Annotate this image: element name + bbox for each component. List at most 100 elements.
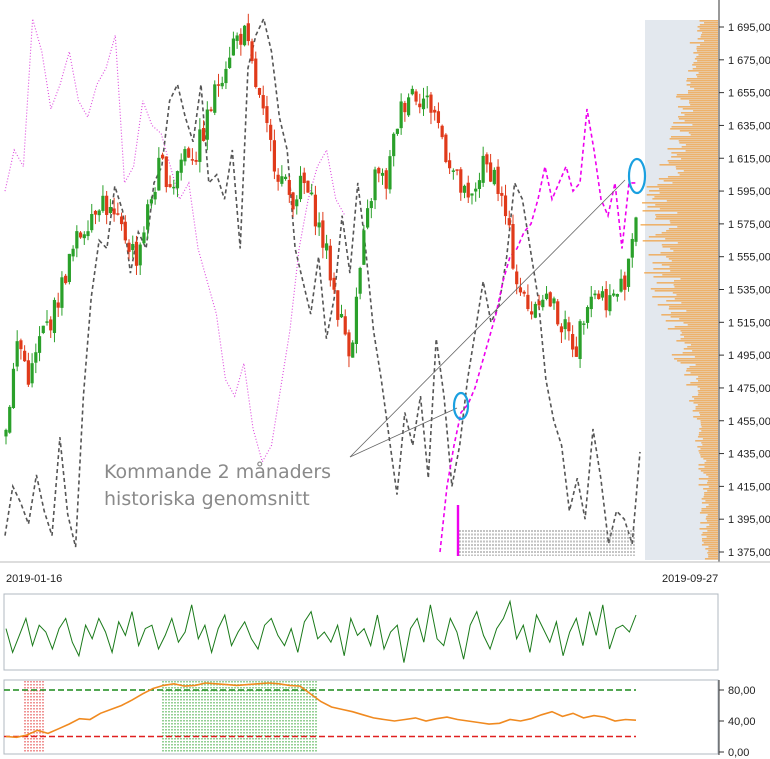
volume-profile-bar [699,452,718,454]
volume-profile-bar [684,374,718,376]
candle-body [597,293,601,299]
y-tick-label: 1 655,00 [728,88,770,100]
volume-profile-bar [698,478,718,480]
y-tick-label: 1 595,00 [728,186,770,198]
candle-body [112,208,116,215]
y-tick-label: 1 395,00 [728,514,770,526]
candle-body [283,176,288,180]
volume-profile-bar [679,130,718,132]
volume-profile-bar [689,366,718,368]
candle-body [634,217,638,242]
candle-body [138,244,142,266]
volume-profile-bar [671,152,718,154]
volume-profile-bar [675,166,718,168]
candle-body [462,185,467,193]
candle-body [183,149,187,162]
volume-profile-bar [707,482,718,484]
volume-profile-bar [642,202,718,204]
volume-profile-bar [653,276,718,278]
candle-body [559,326,564,333]
volume-profile-bar [699,28,718,30]
candle-body [164,156,168,188]
candle-body [395,128,400,134]
volume-profile-bar [702,32,718,34]
candle-body [250,41,254,62]
volume-profile-bar [671,354,718,356]
volume-profile-bar [668,308,718,310]
volume-profile-bar [678,140,718,142]
volume-profile-bar [640,224,718,226]
y-tick-label: 1 435,00 [728,449,770,461]
volume-profile-bar [704,40,718,42]
volume-profile-bar [708,550,718,552]
candle-body [328,245,332,281]
volume-profile-bar [674,358,718,360]
volume-profile-bar [697,386,718,388]
candle-body [8,406,12,433]
volume-profile-bar [704,494,718,496]
volume-profile-bar [681,302,718,304]
candle-body [481,155,485,183]
candle-body [548,292,552,307]
volume-profile-bar [708,504,718,506]
volume-profile-bar [666,230,718,232]
highlight-circle-left [452,391,470,421]
volume-profile-bar [698,54,718,56]
volume-profile-bar [701,510,718,512]
volume-profile-bar [690,82,718,84]
volume-profile-bar [676,340,718,342]
candle-body [287,179,291,195]
volume-profile-bar [692,68,718,70]
y-tick-label: 1 615,00 [728,153,770,165]
volume-profile-bar [684,120,718,122]
candle-body [623,275,627,290]
pink-dotted-path [4,18,346,464]
volume-profile-bar [698,468,718,470]
volume-profile-bar [706,474,718,476]
volume-profile-bar [684,342,718,344]
candle-body [459,169,463,193]
volume-profile-bar [695,364,718,366]
volume-profile-bar [708,556,718,558]
candle-body [436,111,441,123]
candle-body [612,293,616,296]
volume-profile-bar [699,388,718,390]
volume-profile-bar [655,218,718,220]
y-tick-label: 1 495,00 [728,350,770,362]
volume-profile-bar [670,270,718,272]
candle-body [518,287,523,293]
volume-profile-bar [690,104,718,106]
volume-profile-bar [670,128,718,130]
candle-body [26,360,30,385]
volume-profile-bar [704,466,718,468]
candle-body [108,207,112,214]
volume-profile-bar [673,250,718,252]
candle-body [280,176,284,184]
rsi-tick-label: 40,00 [728,716,756,728]
candle-body [11,368,16,409]
candle-body [317,222,321,228]
volume-profile-bar [642,240,718,242]
candle-body [511,223,515,269]
candle-body [556,301,560,325]
volume-profile-bar [673,122,718,124]
candle-body [254,58,258,87]
volume-profile-bar [692,64,718,66]
candle-body [4,429,8,437]
historical-average-line [4,16,641,548]
volume-profile-bar [688,70,718,72]
candle-body [604,288,608,311]
volume-profile-bar [650,288,718,290]
volume-profile-bar [701,498,718,500]
candle-body [205,109,209,140]
candle-body [168,184,172,187]
candle-body [71,248,75,257]
candle-body [407,97,411,116]
volume-profile-bar [706,536,718,538]
candle-body [503,195,508,217]
volume-profile-bar [698,392,718,394]
candle-body [332,277,336,290]
y-tick-label: 1 695,00 [728,22,770,34]
volume-profile-bar [655,234,718,236]
volume-profile-bar [652,296,718,298]
